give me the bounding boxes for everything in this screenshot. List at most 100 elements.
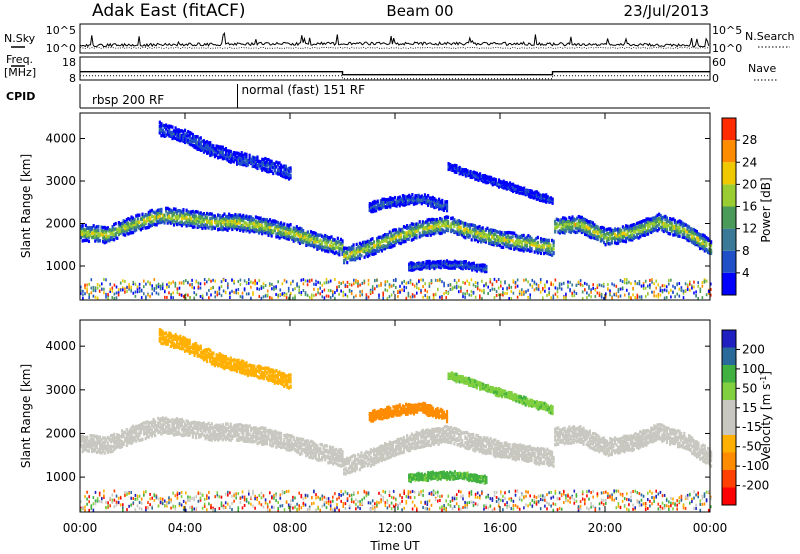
clutter-cell: [168, 291, 170, 295]
heatmap-cell: [135, 222, 138, 227]
heatmap-cell: [254, 426, 257, 430]
beam-title: Beam 00: [386, 2, 453, 20]
heatmap-cell: [416, 194, 419, 198]
heatmap-cell: [245, 435, 248, 440]
clutter-cell: [554, 292, 557, 296]
heatmap-cell: [149, 421, 152, 425]
heatmap-cell: [108, 444, 111, 449]
clutter-cell: [134, 294, 137, 298]
heatmap-cell: [579, 218, 582, 223]
heatmap-cell: [147, 222, 150, 227]
clutter-cell: [462, 280, 464, 284]
heatmap-cell: [275, 232, 278, 236]
clutter-cell: [489, 277, 492, 281]
clutter-cell: [86, 283, 88, 287]
heatmap-cell: [423, 229, 426, 234]
heatmap-cell: [172, 426, 176, 430]
heatmap-cell: [215, 425, 218, 429]
heatmap-cell: [428, 229, 431, 233]
clutter-cell: [155, 291, 158, 295]
heatmap-cell: [217, 156, 220, 160]
clutter-cell: [107, 292, 109, 296]
clutter-cell: [693, 291, 695, 295]
heatmap-cell: [177, 426, 180, 431]
heatmap-cell: [647, 220, 650, 225]
heatmap-cell: [508, 184, 512, 189]
heatmap-cell: [379, 235, 382, 239]
heatmap-cell: [458, 222, 461, 226]
heatmap-cell: [283, 169, 286, 173]
heatmap-cell: [509, 246, 513, 251]
heatmap-cell: [128, 431, 131, 436]
heatmap-cell: [269, 161, 272, 165]
heatmap-cell: [133, 436, 136, 440]
heatmap-cell: [215, 432, 218, 437]
heatmap-cell: [687, 238, 691, 243]
heatmap-cell: [493, 180, 496, 184]
freq-tick-low: 8: [69, 72, 76, 85]
heatmap-cell: [452, 164, 455, 168]
clutter-cell: [701, 296, 704, 300]
heatmap-cell: [406, 231, 409, 235]
clutter-cell: [594, 294, 597, 298]
heatmap-cell: [246, 228, 250, 232]
heatmap-cell: [103, 225, 106, 230]
heatmap-cell: [635, 235, 639, 239]
heatmap-cell: [480, 265, 483, 269]
heatmap-cell: [204, 429, 207, 434]
heatmap-cell: [453, 218, 456, 222]
heatmap-cell: [289, 176, 292, 180]
clutter-cell: [665, 289, 668, 293]
heatmap-cell: [302, 240, 305, 244]
heatmap-cell: [414, 200, 417, 205]
heatmap-cell: [568, 219, 571, 224]
heatmap-cell: [424, 220, 428, 224]
heatmap-cell: [243, 439, 246, 443]
heatmap-cell: [378, 206, 381, 210]
heatmap-cell: [125, 221, 128, 226]
heatmap-cell: [163, 130, 166, 135]
heatmap-cell: [157, 215, 160, 219]
heatmap-cell: [500, 236, 503, 241]
heatmap-cell: [615, 228, 618, 232]
heatmap-cell: [226, 214, 229, 219]
heatmap-cell: [691, 227, 694, 232]
heatmap-cell: [365, 248, 368, 253]
heatmap-cell: [103, 230, 106, 235]
heatmap-cell: [166, 420, 169, 424]
heatmap-cell: [207, 421, 210, 426]
heatmap-cell: [360, 248, 363, 253]
clutter-cell: [117, 293, 120, 297]
heatmap-cell: [683, 235, 686, 240]
heatmap-cell: [642, 227, 645, 231]
clutter-cell: [355, 278, 357, 282]
heatmap-cell: [311, 241, 314, 245]
heatmap-cell: [125, 223, 128, 228]
heatmap-cell: [563, 228, 566, 232]
heatmap-cell: [379, 201, 382, 206]
clutter-cell: [342, 294, 345, 298]
heatmap-cell: [188, 210, 191, 215]
clutter-cell: [325, 294, 328, 298]
heatmap-cell: [579, 229, 582, 233]
heatmap-cell: [494, 241, 497, 246]
heatmap-cell: [262, 226, 265, 231]
heatmap-cell: [456, 166, 460, 171]
heatmap-cell: [94, 440, 97, 445]
heatmap-cell: [467, 231, 470, 236]
heatmap-cell: [144, 425, 147, 430]
heatmap-cell: [604, 233, 607, 237]
heatmap-cell: [286, 172, 289, 176]
heatmap-cell: [235, 155, 239, 160]
heatmap-cell: [139, 426, 143, 430]
heatmap-cell: [508, 181, 512, 185]
heatmap-cell: [422, 195, 425, 200]
clutter-cell: [290, 292, 292, 296]
clutter-cell: [359, 294, 361, 298]
heatmap-cell: [239, 435, 242, 439]
heatmap-cell: [194, 421, 198, 425]
clutter-cell: [109, 289, 111, 293]
heatmap-cell: [426, 227, 429, 232]
heatmap-cell: [86, 225, 89, 230]
heatmap-cell: [188, 422, 191, 426]
